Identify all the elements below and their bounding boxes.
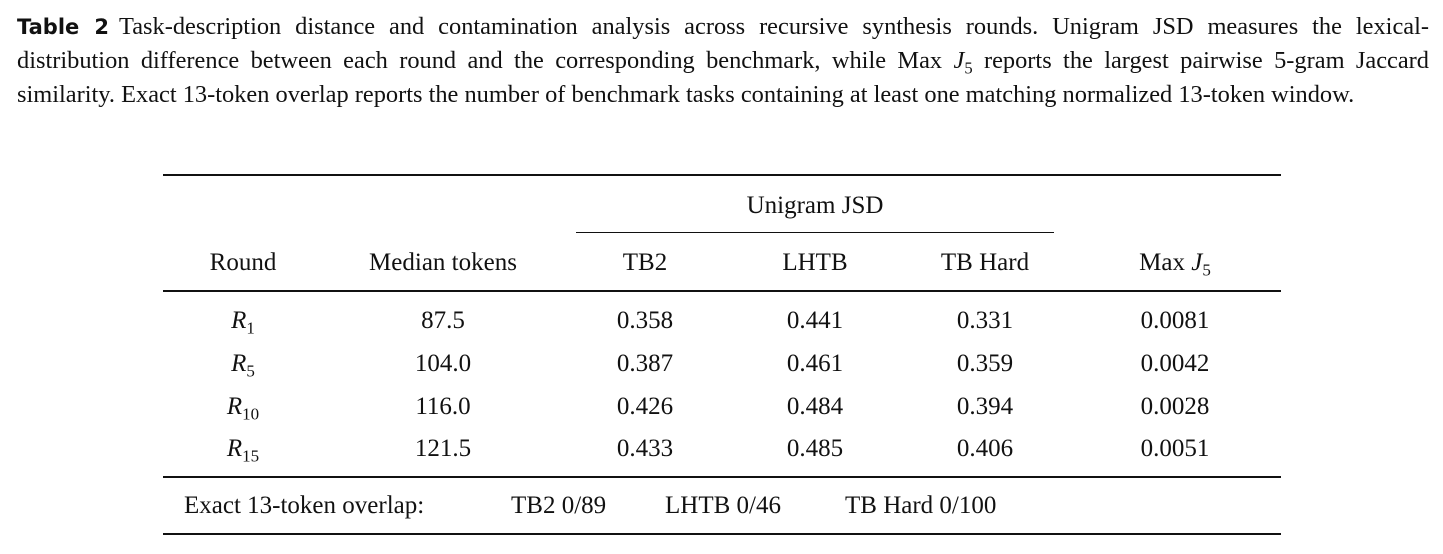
cell-median-tokens: 116.0 — [415, 393, 471, 420]
cell-max-j5: 0.0028 — [1140, 393, 1210, 420]
group-cmidrule — [576, 232, 1054, 233]
table-caption: Table 2 Task-description distance and con… — [17, 10, 1429, 112]
footer-overlap-label: Exact 13-token overlap: — [184, 492, 425, 519]
cell-tb2: 0.387 — [616, 350, 674, 377]
cell-tb-hard: 0.359 — [956, 350, 1014, 377]
caption-text-part1: Task-description distance and contaminat… — [17, 13, 1429, 74]
cell-tb2: 0.358 — [616, 307, 674, 334]
group-header-unigram-jsd: Unigram JSD — [746, 192, 884, 219]
header-lhtb: LHTB — [782, 249, 848, 276]
footer-lhtb: LHTB 0/46 — [665, 492, 781, 519]
cell-median-tokens: 104.0 — [414, 350, 472, 377]
cell-round: R10 — [226, 393, 260, 424]
header-rule — [163, 290, 1281, 292]
cell-tb-hard: 0.394 — [956, 393, 1014, 420]
header-median-tokens: Median tokens — [369, 249, 517, 276]
caption-math-j: J — [953, 47, 965, 74]
footer-tb-hard: TB Hard 0/100 — [845, 492, 997, 519]
header-round: Round — [209, 249, 277, 276]
caption-label: Table 2 — [17, 15, 110, 39]
cell-tb-hard: 0.406 — [956, 435, 1014, 462]
body-bottom-rule — [163, 476, 1281, 478]
cell-round: R5 — [231, 350, 255, 381]
top-rule — [163, 174, 1281, 176]
cell-lhtb: 0.441 — [786, 307, 844, 334]
header-max-j5: Max J5 — [1139, 249, 1211, 280]
cell-max-j5: 0.0042 — [1140, 350, 1210, 377]
cell-round: R1 — [231, 307, 255, 338]
cell-max-j5: 0.0051 — [1140, 435, 1210, 462]
cell-round: R15 — [226, 435, 260, 466]
cell-tb2: 0.426 — [616, 393, 674, 420]
cell-lhtb: 0.485 — [786, 435, 844, 462]
cell-median-tokens: 121.5 — [414, 435, 472, 462]
cell-lhtb: 0.484 — [786, 393, 844, 420]
cell-median-tokens: 87.5 — [421, 307, 465, 334]
caption-math-sub: 5 — [964, 58, 973, 78]
cell-lhtb: 0.461 — [786, 350, 844, 377]
caption-text-part2: reports the largest pairwise 5-gram Jacc… — [17, 47, 1430, 108]
footer-tb2: TB2 0/89 — [511, 492, 607, 519]
cell-tb2: 0.433 — [616, 435, 674, 462]
bottom-rule — [163, 533, 1281, 535]
header-tb2: TB2 — [622, 249, 668, 276]
cell-max-j5: 0.0081 — [1140, 307, 1210, 334]
header-tb-hard: TB Hard — [940, 249, 1030, 276]
cell-tb-hard: 0.331 — [956, 307, 1014, 334]
